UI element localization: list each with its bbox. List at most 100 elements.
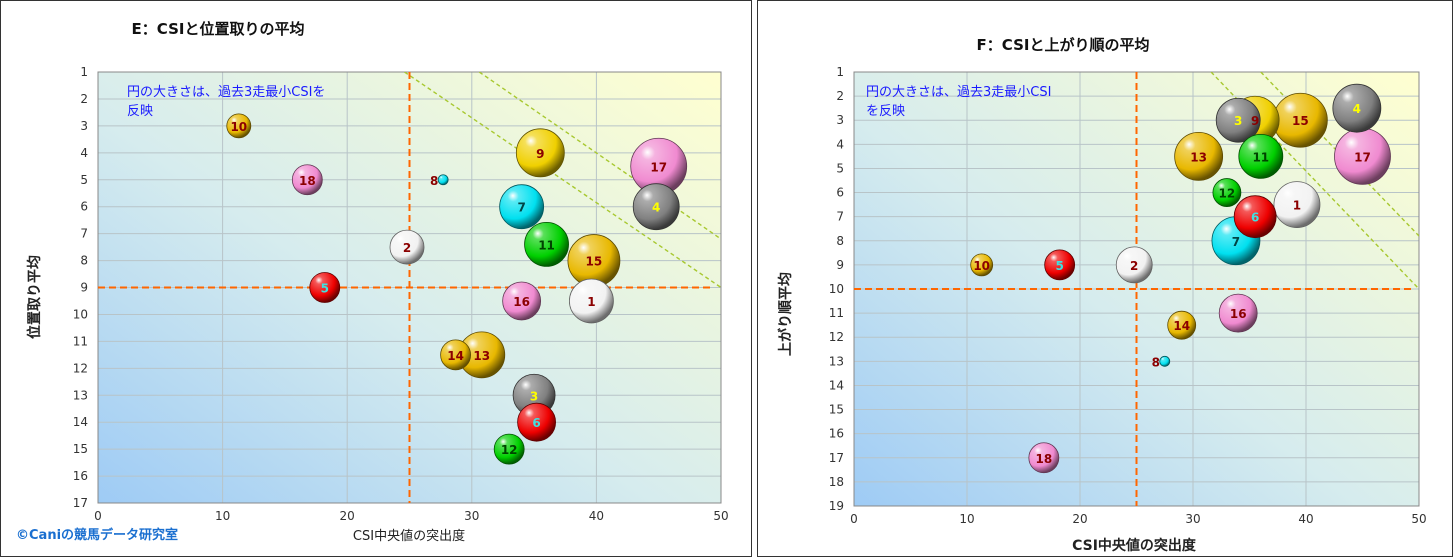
y-tick-label: 4 xyxy=(80,146,88,160)
bubble-label-6: 6 xyxy=(1251,211,1259,225)
y-tick-label: 9 xyxy=(80,281,88,295)
y-tick-label: 5 xyxy=(836,161,844,175)
y-tick-label: 2 xyxy=(836,89,844,103)
bubble-point-10 xyxy=(970,253,994,277)
y-tick-label: 8 xyxy=(836,234,844,248)
y-tick-label: 11 xyxy=(829,306,844,320)
x-tick-label: 50 xyxy=(1411,512,1426,526)
y-axis-label: 上がり順平均 xyxy=(777,272,794,356)
bubble-point-13 xyxy=(1174,131,1224,181)
y-tick-label: 17 xyxy=(829,451,844,465)
bubble-point-11 xyxy=(1238,133,1284,179)
bubble-label-17: 17 xyxy=(1354,150,1371,164)
bubble-point-9 xyxy=(515,128,565,178)
bubble-label-9: 9 xyxy=(1251,114,1259,128)
x-axis-label: CSI中央値の突出度 xyxy=(353,528,465,544)
bubble-label-10: 10 xyxy=(973,259,990,273)
bubble-label-8: 8 xyxy=(1152,355,1160,369)
bubble-label-4: 4 xyxy=(1353,102,1361,116)
bubble-point-12 xyxy=(493,433,525,465)
bubble-label-13: 13 xyxy=(473,349,490,363)
chart-title: E：CSIと位置取りの平均 xyxy=(132,20,305,38)
bubble-label-12: 12 xyxy=(501,443,518,457)
bubble-point-11 xyxy=(524,221,569,267)
y-tick-label: 6 xyxy=(80,200,88,214)
bubble-label-16: 16 xyxy=(513,295,530,309)
bubble-label-1: 1 xyxy=(587,295,595,309)
size-note-line-2: 反映 xyxy=(127,104,153,119)
bubble-label-11: 11 xyxy=(538,238,555,252)
copyright-text: ©Caniの競馬データ研究室 xyxy=(16,527,178,543)
bubble-label-1: 1 xyxy=(1293,199,1301,213)
bubble-point-7 xyxy=(499,184,545,230)
plot-area: 0 10 20 30 40 5012345678910111213141516171715… xyxy=(73,65,729,523)
chart-e: E：CSIと位置取りの平均 0 10 20 30 40 50123456789101112… xyxy=(16,20,729,544)
bubble-label-9: 9 xyxy=(536,147,544,161)
bubble-label-2: 2 xyxy=(403,241,411,255)
x-tick-label: 10 xyxy=(215,509,230,523)
bubble-label-13: 13 xyxy=(1190,150,1207,164)
y-tick-label: 7 xyxy=(80,227,88,241)
bubble-label-10: 10 xyxy=(230,120,247,134)
bubble-label-8: 8 xyxy=(430,174,438,188)
x-axis-label: CSI中央値の突出度 xyxy=(1072,537,1197,554)
chart-panel-f: F：CSIと上がり順の平均 0 10 20 30 40 50 1 2 3 4 5 6 7 8 9 10 11 12… xyxy=(757,0,1453,557)
bubble-point-3 xyxy=(1215,97,1261,143)
y-tick-label: 4 xyxy=(836,137,844,151)
bubble-point-4 xyxy=(1332,83,1382,133)
bubble-point-1 xyxy=(569,278,614,324)
bubble-point-6 xyxy=(517,402,556,442)
bubble-label-16: 16 xyxy=(1230,307,1247,321)
bubble-point-8 xyxy=(437,174,449,186)
y-tick-label: 3 xyxy=(836,113,844,127)
y-tick-label: 12 xyxy=(73,361,88,375)
x-tick-label: 30 xyxy=(1185,512,1200,526)
y-tick-label: 10 xyxy=(829,282,844,296)
x-tick-label: 30 xyxy=(464,509,479,523)
bubble-point-16 xyxy=(1218,293,1258,333)
y-tick-label: 17 xyxy=(73,496,88,510)
y-tick-label: 1 xyxy=(836,65,844,79)
y-tick-label: 9 xyxy=(836,258,844,272)
bubble-label-14: 14 xyxy=(447,349,464,363)
bubble-point-14 xyxy=(1167,310,1197,340)
bubble-point-2 xyxy=(1115,246,1153,284)
y-tick-label: 15 xyxy=(73,442,88,456)
bubble-label-12: 12 xyxy=(1219,187,1236,201)
bubble-label-3: 3 xyxy=(1234,114,1242,128)
y-tick-label: 7 xyxy=(836,210,844,224)
y-tick-label: 12 xyxy=(829,330,844,344)
bubble-label-5: 5 xyxy=(1055,259,1063,273)
bubble-label-18: 18 xyxy=(1035,452,1052,466)
y-tick-label: 14 xyxy=(73,415,88,429)
chart-panel-e: E：CSIと位置取りの平均 0 10 20 30 40 50 1 2 3 4 5 6 7 8 9 10 11 12… xyxy=(0,0,752,557)
y-tick-label: 14 xyxy=(829,378,844,392)
bubble-point-1 xyxy=(1273,181,1321,229)
bubble-label-7: 7 xyxy=(517,201,525,215)
size-note-line-1: 円の大きさは、過去3走最小CSIを xyxy=(127,85,325,100)
y-tick-label: 11 xyxy=(73,334,88,348)
chart-f: F：CSIと上がり順の平均 0 10 20 30 40 50123456789101112… xyxy=(777,36,1427,554)
bubble-label-6: 6 xyxy=(532,416,540,430)
plot-area: 0 10 20 30 40 5012345678910111213141516171819… xyxy=(829,65,1427,526)
y-axis-label: 位置取り平均 xyxy=(26,255,43,339)
bubble-point-10 xyxy=(226,113,252,139)
bubble-point-12 xyxy=(1212,178,1242,207)
x-tick-label: 0 xyxy=(94,509,102,523)
x-tick-label: 40 xyxy=(589,509,604,523)
y-tick-label: 5 xyxy=(80,173,88,187)
x-tick-label: 20 xyxy=(340,509,355,523)
y-tick-label: 19 xyxy=(829,499,844,513)
y-tick-label: 13 xyxy=(829,354,844,368)
bubble-point-16 xyxy=(502,281,542,321)
bubble-label-4: 4 xyxy=(652,201,660,215)
bubble-label-11: 11 xyxy=(1252,150,1269,164)
bubble-label-17: 17 xyxy=(650,160,667,174)
bubble-point-2 xyxy=(389,229,425,265)
y-tick-label: 3 xyxy=(80,119,88,133)
y-tick-label: 16 xyxy=(829,427,844,441)
size-note-line-1: 円の大きさは、過去3走最小CSI xyxy=(866,85,1051,100)
bubble-point-5 xyxy=(1044,249,1076,281)
y-tick-label: 10 xyxy=(73,307,88,321)
bubble-label-18: 18 xyxy=(299,174,316,188)
